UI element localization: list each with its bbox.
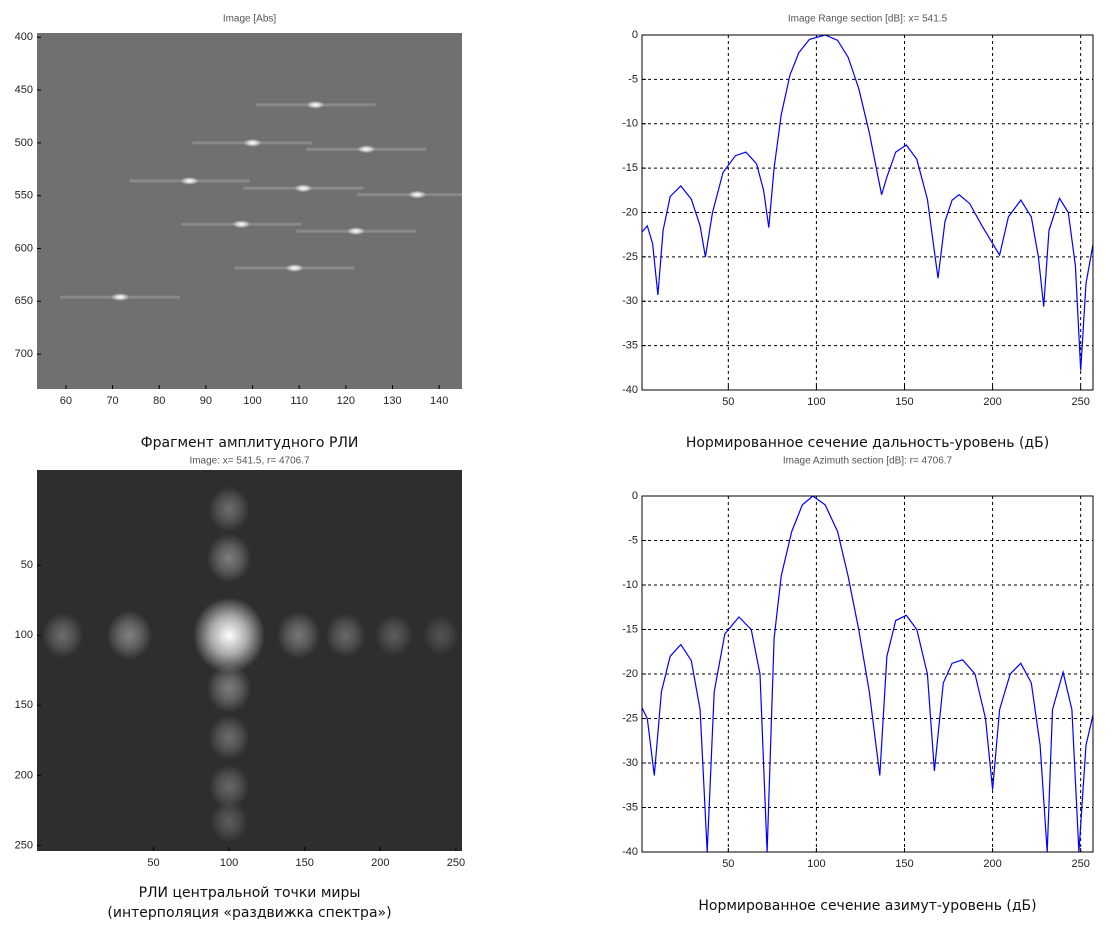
y-tick-label: -10 — [622, 579, 638, 591]
spot — [325, 613, 366, 658]
x-tick-label: 250 — [1071, 396, 1089, 408]
spot — [210, 800, 248, 843]
caption: РЛИ центральной точки миры — [139, 885, 361, 901]
caption: Фрагмент амплитудного РЛИ — [141, 435, 359, 451]
x-tick-label: 100 — [807, 858, 825, 870]
y-tick-label: 0 — [632, 29, 638, 41]
y-tick-label: -15 — [622, 162, 638, 174]
plot-area — [37, 33, 462, 389]
caption: Нормированное сечение азимут-уровень (дБ… — [698, 898, 1036, 914]
y-tick-label: -25 — [622, 712, 638, 724]
plot-area — [37, 470, 462, 851]
y-tick-label: 500 — [15, 137, 33, 149]
y-tick-label: -30 — [622, 757, 638, 769]
x-tick-label: 250 — [447, 857, 465, 869]
y-tick-label: -20 — [622, 668, 638, 680]
y-tick-label: -30 — [622, 295, 638, 307]
x-tick-label: 150 — [296, 857, 314, 869]
spot — [347, 227, 366, 236]
line-series — [642, 35, 1093, 371]
spot — [276, 611, 321, 659]
x-tick-label: 50 — [722, 858, 734, 870]
y-tick-label: 600 — [15, 242, 33, 254]
chart-title: Image: x= 541.5, r= 4706.7 — [189, 456, 310, 467]
spot — [422, 615, 459, 656]
x-tick-label: 120 — [337, 395, 355, 407]
x-tick-label: 100 — [243, 395, 261, 407]
y-tick-label: 700 — [15, 348, 33, 360]
line-series — [642, 496, 1093, 852]
y-tick-label: 150 — [15, 699, 33, 711]
plot-background — [642, 35, 1093, 390]
spot — [208, 714, 250, 761]
x-tick-label: 150 — [895, 858, 913, 870]
x-tick-label: 50 — [147, 857, 159, 869]
spot — [106, 610, 153, 661]
y-tick-label: -35 — [622, 801, 638, 813]
x-tick-label: 60 — [60, 395, 72, 407]
y-tick-label: 250 — [15, 839, 33, 851]
y-tick-label: 200 — [15, 769, 33, 781]
y-tick-label: 650 — [15, 295, 33, 307]
spot — [243, 138, 262, 147]
spot — [180, 176, 199, 185]
spot — [206, 664, 252, 713]
x-tick-label: 110 — [290, 395, 308, 407]
caption: (интерполяция «раздвижка спектра») — [107, 905, 391, 921]
x-tick-label: 100 — [220, 857, 238, 869]
x-tick-label: 200 — [983, 396, 1001, 408]
x-tick-label: 50 — [722, 396, 734, 408]
spot — [294, 184, 313, 193]
y-tick-label: 450 — [15, 84, 33, 96]
x-tick-label: 80 — [153, 395, 165, 407]
spot — [111, 293, 130, 302]
y-tick-label: -5 — [628, 73, 638, 85]
x-tick-label: 70 — [106, 395, 118, 407]
x-tick-label: 250 — [1071, 858, 1089, 870]
x-tick-label: 90 — [200, 395, 212, 407]
x-tick-label: 200 — [371, 857, 389, 869]
y-tick-label: 0 — [632, 490, 638, 502]
x-tick-label: 130 — [383, 395, 401, 407]
y-tick-label: -25 — [622, 251, 638, 263]
spot — [42, 612, 84, 658]
y-tick-label: -20 — [622, 206, 638, 218]
spot — [232, 220, 251, 229]
x-tick-label: 100 — [807, 396, 825, 408]
spot — [285, 264, 304, 273]
spot — [193, 597, 266, 674]
y-tick-label: -40 — [622, 384, 638, 396]
y-tick-label: -5 — [628, 534, 638, 546]
x-tick-label: 200 — [983, 858, 1001, 870]
y-tick-label: -15 — [622, 623, 638, 635]
y-tick-label: -10 — [622, 118, 638, 130]
spot — [375, 614, 413, 657]
x-tick-label: 150 — [895, 396, 913, 408]
spot — [208, 764, 250, 809]
x-tick-label: 140 — [430, 395, 448, 407]
plot-area — [642, 35, 1093, 390]
y-tick-label: -40 — [622, 846, 638, 858]
y-tick-label: 550 — [15, 190, 33, 202]
y-tick-label: -35 — [622, 340, 638, 352]
y-tick-label: 400 — [15, 31, 33, 43]
y-tick-label: 100 — [15, 629, 33, 641]
spot — [208, 486, 250, 532]
chart-title: Image [Abs] — [223, 14, 277, 25]
plot-area — [642, 496, 1093, 852]
chart-title: Image Range section [dB]: x= 541.5 — [788, 14, 948, 25]
spot — [306, 100, 325, 109]
spot — [357, 145, 376, 154]
caption: Нормированное сечение дальность-уровень … — [686, 435, 1049, 451]
chart-title: Image Azimuth section [dB]: r= 4706.7 — [783, 456, 953, 467]
plot-background — [37, 33, 462, 389]
spot — [206, 533, 252, 583]
y-tick-label: 50 — [21, 559, 33, 571]
spot — [408, 190, 427, 199]
